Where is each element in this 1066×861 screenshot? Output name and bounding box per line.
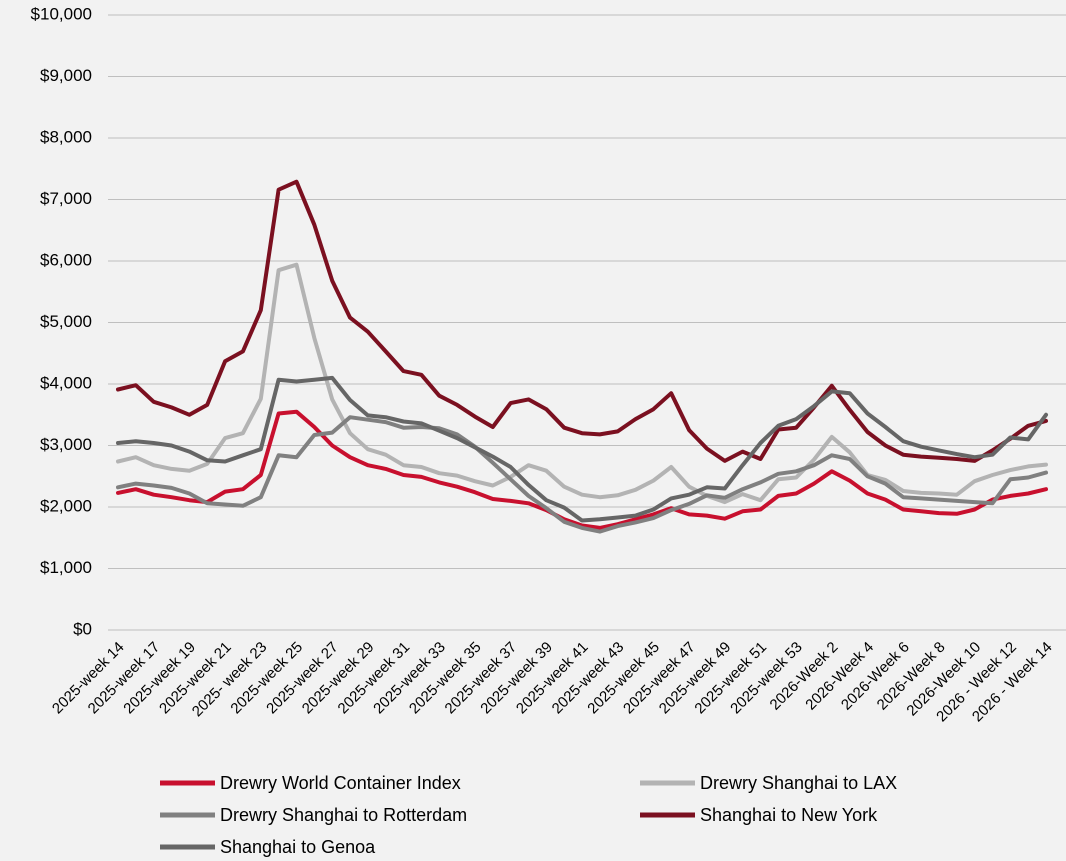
- y-tick-label: $9,000: [40, 66, 92, 85]
- legend-label: Drewry Shanghai to Rotterdam: [220, 805, 467, 825]
- series-line: [116, 409, 1048, 530]
- y-tick-label: $6,000: [40, 250, 92, 269]
- series-line: [116, 415, 1048, 534]
- y-tick-label: $4,000: [40, 373, 92, 392]
- legend-label: Drewry Shanghai to LAX: [700, 773, 897, 793]
- series-line: [116, 179, 1048, 463]
- series-line: [116, 375, 1048, 523]
- legend-label: Shanghai to Genoa: [220, 837, 376, 857]
- legend-label: Drewry World Container Index: [220, 773, 461, 793]
- y-tick-label: $3,000: [40, 435, 92, 454]
- y-tick-label: $10,000: [31, 4, 92, 23]
- y-tick-label: $5,000: [40, 312, 92, 331]
- y-tick-label: $0: [73, 619, 92, 638]
- y-tick-label: $2,000: [40, 496, 92, 515]
- legend-label: Shanghai to New York: [700, 805, 878, 825]
- series-line: [116, 262, 1048, 505]
- y-tick-label: $1,000: [40, 558, 92, 577]
- y-tick-label: $8,000: [40, 127, 92, 146]
- y-tick-label: $7,000: [40, 189, 92, 208]
